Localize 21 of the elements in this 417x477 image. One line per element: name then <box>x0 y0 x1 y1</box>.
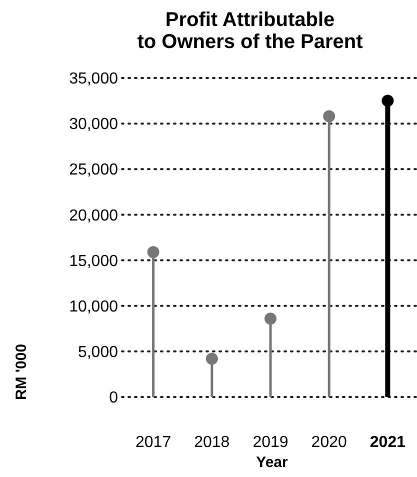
y-tick-label: 30,000 <box>69 116 118 134</box>
y-axis-title: RM '000 <box>13 344 30 400</box>
y-tick-label: 0 <box>109 390 118 407</box>
x-tick-label: 2018 <box>194 434 230 451</box>
x-axis-title: Year <box>256 454 288 471</box>
y-tick-label: 25,000 <box>69 162 118 179</box>
x-tick-label: 2019 <box>252 434 288 451</box>
x-tick-label: 2021 <box>370 434 406 451</box>
x-tick-label: 2017 <box>136 434 172 451</box>
y-tick-label: 5,000 <box>78 344 118 362</box>
point <box>264 312 276 325</box>
chart-title: Profit Attributable to Owners of the Parent <box>137 9 364 53</box>
y-tick-label: 15,000 <box>69 252 118 270</box>
point <box>382 94 394 107</box>
y-tick-label: 35,000 <box>69 70 118 88</box>
x-tick-label: 2020 <box>311 434 347 451</box>
point <box>206 352 218 365</box>
point <box>323 110 336 122</box>
y-tick-label: 20,000 <box>69 207 118 224</box>
point <box>147 246 160 258</box>
y-tick-label: 10,000 <box>69 298 118 316</box>
